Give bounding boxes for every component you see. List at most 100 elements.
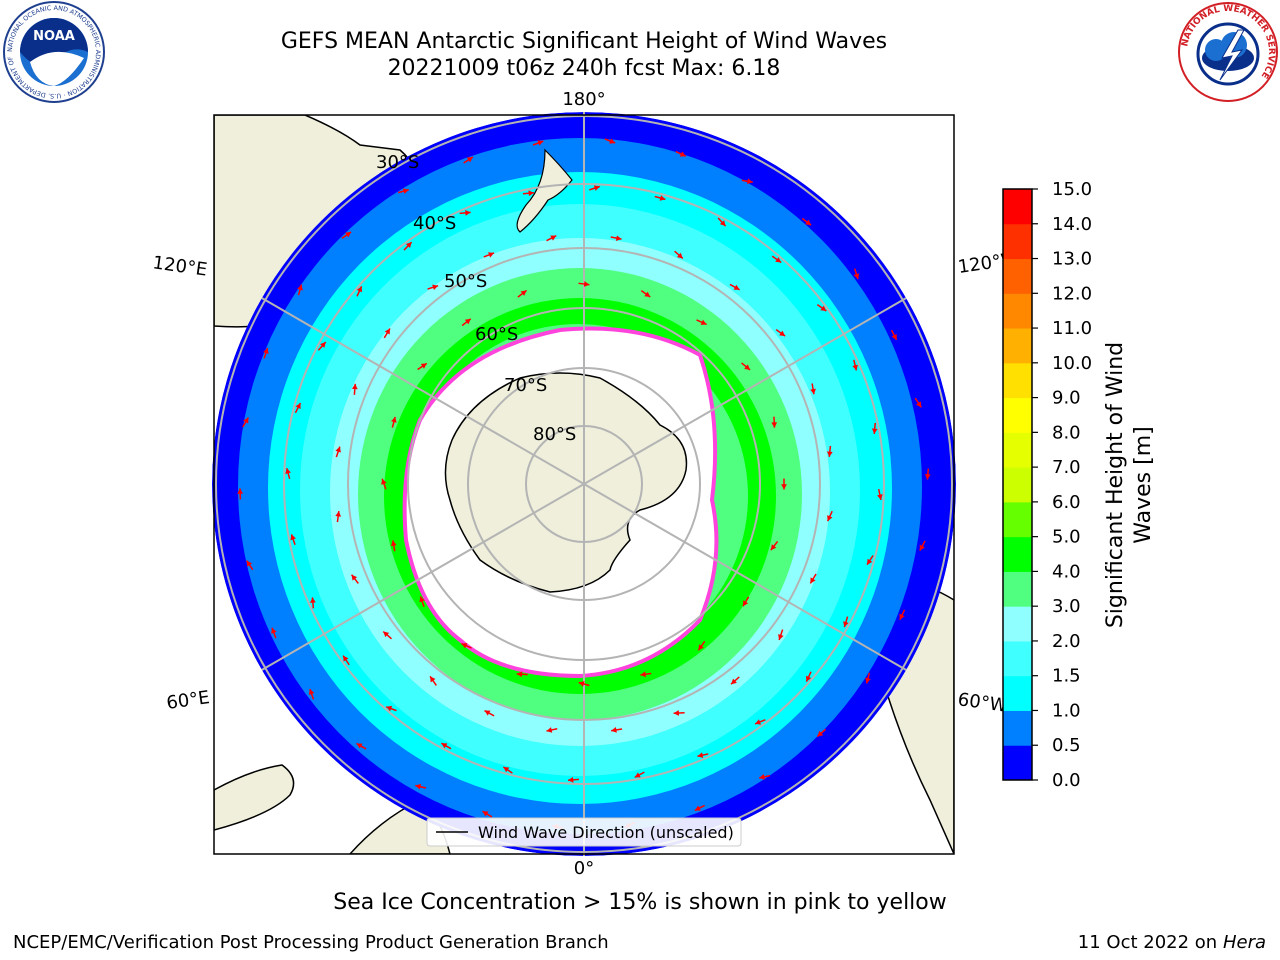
wave-direction-arrowhead xyxy=(308,688,315,695)
wave-direction-arrowhead xyxy=(430,676,436,683)
wave-direction-arrowhead xyxy=(877,494,883,500)
wave-direction-arrowhead xyxy=(419,596,425,603)
wave-direction-arrowhead xyxy=(771,422,778,428)
colorbar-tick-label: 2.0 xyxy=(1052,631,1081,652)
wave-direction-arrowhead xyxy=(320,342,326,348)
wave-direction-arrowhead xyxy=(843,621,849,628)
colorbar-tick-label: 12.0 xyxy=(1052,283,1092,304)
wave-direction-arrowhead xyxy=(297,284,303,291)
wave-direction-arrowhead xyxy=(853,273,860,280)
footer-credit: NCEP/EMC/Verification Post Processing Pr… xyxy=(13,932,609,953)
lon-label-60w: 60°W xyxy=(956,689,1008,717)
new-zealand-land xyxy=(516,148,573,233)
wave-direction-arrowhead xyxy=(237,488,244,494)
wave-direction-arrowhead xyxy=(520,290,527,296)
wave-direction-arrowhead xyxy=(744,364,751,370)
wave-direction-arrowhead xyxy=(593,185,600,191)
colorbar-segment xyxy=(1003,710,1032,746)
colorbar-segment xyxy=(1003,501,1032,538)
lon-label-0: 0° xyxy=(574,858,594,879)
wave-direction-arrowhead xyxy=(698,644,704,651)
wave-direction-arrowhead xyxy=(464,318,471,325)
wave-direction-arrowhead xyxy=(356,743,363,749)
wave-direction-arrowhead xyxy=(742,600,749,607)
wave-direction-arrowhead xyxy=(731,678,737,685)
colorbar-tick-label: 10.0 xyxy=(1052,353,1092,374)
wave-direction-arrowhead xyxy=(290,534,296,541)
wave-direction-arrowhead xyxy=(919,544,925,551)
colorbar-tick-label: 13.0 xyxy=(1052,249,1092,270)
colorbar-tick-label: 1.5 xyxy=(1052,666,1081,687)
wave-direction-arrowhead xyxy=(640,671,646,678)
lon-label-180: 180° xyxy=(562,89,605,110)
colorbar-tick-label: 9.0 xyxy=(1052,388,1081,409)
chart-subtitle: 20221009 t06z 240h fcst Max: 6.18 xyxy=(387,56,781,81)
wave-direction-arrowhead xyxy=(285,468,291,474)
wave-direction-arrowhead xyxy=(867,558,873,565)
wave-direction-arrowhead xyxy=(827,515,833,522)
wave-direction-arrowhead xyxy=(546,727,553,733)
wave-direction-arrowhead xyxy=(335,446,341,453)
wave-direction-arrowhead xyxy=(578,681,585,687)
wave-direction-arrowhead xyxy=(916,401,922,408)
colorbar-segment xyxy=(1003,745,1032,781)
colorbar-segment xyxy=(1003,571,1032,607)
wave-direction-arrowhead xyxy=(310,597,316,603)
wave-direction-arrowhead xyxy=(263,347,269,354)
colorbar-tick-label: 5.0 xyxy=(1052,527,1081,548)
colorbar-segment xyxy=(1003,223,1032,260)
wave-direction-arrowhead xyxy=(271,627,277,634)
colorbar-segment xyxy=(1003,328,1032,364)
wave-direction-arrowhead xyxy=(700,319,707,325)
colorbar-tick-label: 0.0 xyxy=(1052,770,1081,791)
wave-direction-arrowhead xyxy=(441,743,448,749)
wave-direction-arrowhead xyxy=(383,631,390,638)
wind-wave-direction-arrows xyxy=(237,138,931,830)
wave-direction-arrowhead xyxy=(583,281,590,287)
lat-label-80s: 80°S xyxy=(533,424,576,445)
wave-direction-arrowhead xyxy=(351,574,358,581)
wave-direction-arrowhead xyxy=(899,613,905,620)
wave-direction-arrowhead xyxy=(770,544,777,551)
wave-direction-arrowhead xyxy=(676,252,683,259)
colorbar-tick-label: 3.0 xyxy=(1052,596,1081,617)
wave-direction-arrowhead xyxy=(733,284,740,290)
lat-label-50s: 50°S xyxy=(444,271,487,292)
wave-direction-arrowhead xyxy=(871,428,878,434)
wave-direction-arrowhead xyxy=(810,388,816,395)
lon-label-120e: 120°E xyxy=(151,252,208,280)
wave-direction-arrowhead xyxy=(503,766,510,773)
wave-direction-arrowhead xyxy=(391,416,397,423)
wave-direction-arrowhead xyxy=(384,328,390,335)
colorbar-segment xyxy=(1003,189,1032,225)
wave-direction-arrowhead xyxy=(390,540,397,547)
wave-direction-arrowhead xyxy=(528,190,534,197)
wave-direction-arrowhead xyxy=(806,675,812,682)
wave-direction-arrowhead xyxy=(781,484,787,490)
wave-direction-arrowhead xyxy=(747,178,753,185)
legend-label: Wind Wave Direction (unscaled) xyxy=(478,823,734,842)
colorbar-segment xyxy=(1003,362,1032,399)
sea-ice-note: Sea Ice Concentration > 15% is shown in … xyxy=(333,890,947,915)
wave-direction-arrowhead xyxy=(432,284,439,291)
wave-direction-arrowhead xyxy=(679,151,686,157)
graticule xyxy=(215,112,953,856)
wave-direction-arrowhead xyxy=(659,195,666,201)
wave-direction-arrowhead xyxy=(466,157,473,163)
wave-direction-arrowhead xyxy=(386,705,393,712)
map-frame xyxy=(213,114,955,855)
wave-direction-arrowhead xyxy=(719,220,726,227)
colorbar-tick-label: 15.0 xyxy=(1052,179,1092,200)
colorbar-segment xyxy=(1003,293,1032,329)
wave-direction-arrowhead xyxy=(924,474,931,480)
wave-direction-arrowhead xyxy=(826,451,833,457)
africa-land xyxy=(214,764,295,831)
wave-direction-arrowhead xyxy=(381,478,387,485)
wave-direction-arrowhead xyxy=(335,511,342,517)
wave-direction-arrowhead xyxy=(405,242,412,248)
antarctica-land xyxy=(444,372,688,593)
wave-direction-arrowhead xyxy=(415,783,422,790)
footer-date: 11 Oct 2022 on Hera xyxy=(1077,932,1266,953)
colorbar: 0.0 0.5 1.0 1.5 2.0 3.0 4.0 5.0 6.0 7.0 8.0 9.0 10.0… xyxy=(1002,179,1092,791)
wave-direction-arrowhead xyxy=(810,577,816,584)
